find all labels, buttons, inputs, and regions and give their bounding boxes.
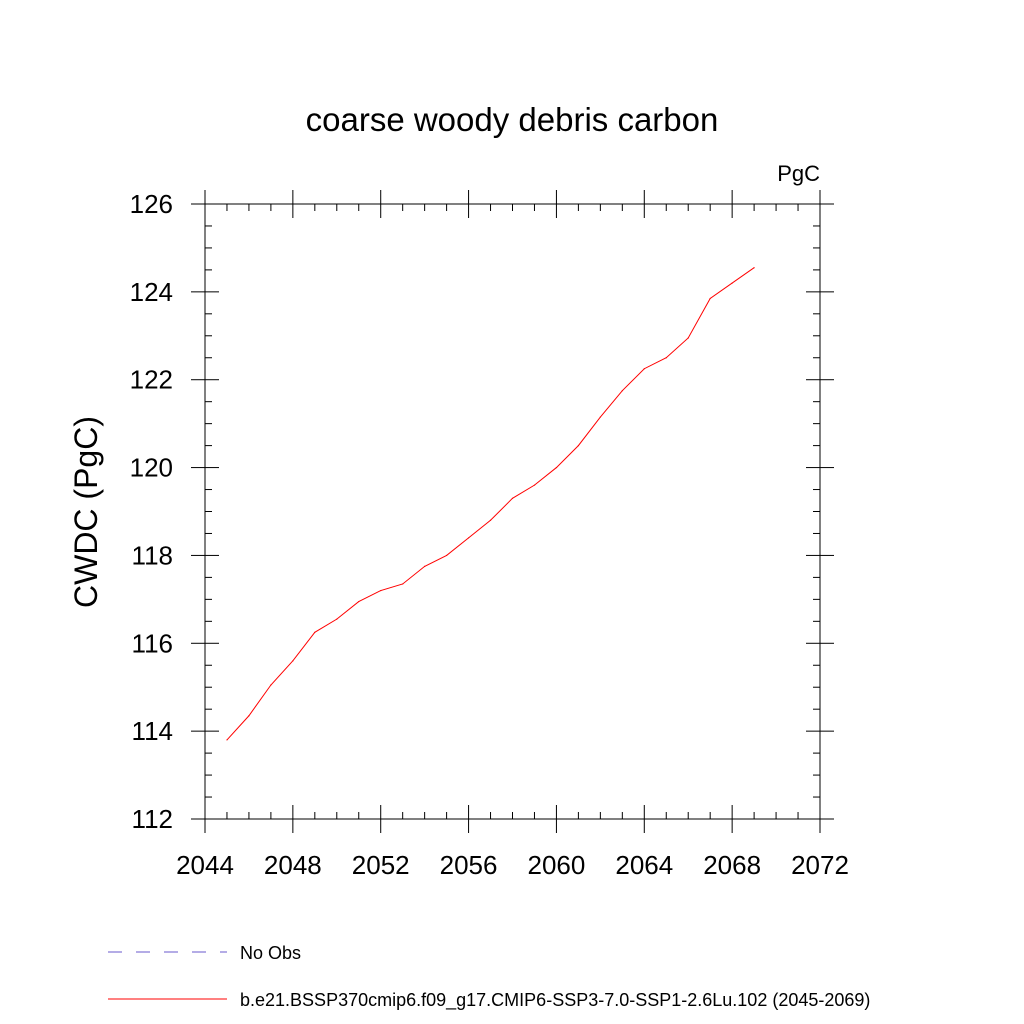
data-point bbox=[446, 554, 448, 557]
y-tick-label: 118 bbox=[132, 540, 173, 570]
plot-frame bbox=[204, 203, 821, 820]
chart-title: coarse woody debris carbon bbox=[306, 101, 719, 138]
y-tick-label: 112 bbox=[132, 804, 173, 834]
y-tick-labels: 112 114 116 118 120 122 124 126 bbox=[130, 189, 173, 834]
series-layer bbox=[226, 267, 755, 741]
data-point bbox=[511, 497, 514, 499]
x-tick-label: 2052 bbox=[352, 850, 410, 880]
data-point bbox=[226, 739, 228, 741]
data-point bbox=[687, 337, 689, 339]
legend-label: No Obs bbox=[240, 943, 301, 963]
data-point bbox=[665, 357, 667, 359]
y-tick-label: 122 bbox=[130, 365, 173, 395]
data-point bbox=[380, 589, 382, 592]
data-point bbox=[314, 631, 316, 633]
data-point bbox=[248, 715, 250, 717]
x-tick-label: 2064 bbox=[615, 850, 673, 880]
x-tick-label: 2072 bbox=[791, 850, 849, 880]
data-point bbox=[709, 297, 711, 300]
data-point bbox=[555, 466, 558, 469]
legend-label: b.e21.BSSP370cmip6.f09_g17.CMIP6-SSP3-7.… bbox=[240, 990, 870, 1011]
data-point bbox=[621, 390, 623, 392]
x-tick-label: 2056 bbox=[440, 850, 498, 880]
y-tick-label: 120 bbox=[130, 453, 173, 483]
data-point bbox=[731, 282, 733, 284]
x-tick-label: 2044 bbox=[176, 850, 234, 880]
series-line bbox=[226, 267, 755, 741]
data-point bbox=[599, 416, 601, 418]
axis-ticks bbox=[191, 190, 834, 833]
data-point bbox=[467, 537, 470, 539]
data-point bbox=[270, 684, 272, 686]
x-tick-labels: 2044 2048 2052 2056 2060 2064 2068 2072 bbox=[176, 850, 849, 880]
y-tick-label: 114 bbox=[132, 716, 173, 746]
legend: No Obs b.e21.BSSP370cmip6.f09_g17.CMIP6-S… bbox=[108, 943, 870, 1011]
data-point bbox=[753, 267, 755, 269]
data-point bbox=[336, 618, 338, 620]
data-point bbox=[292, 660, 294, 662]
y-tick-label: 126 bbox=[130, 189, 173, 219]
data-point bbox=[358, 600, 360, 603]
data-point bbox=[489, 519, 492, 521]
x-tick-label: 2060 bbox=[528, 850, 586, 880]
data-point bbox=[402, 583, 404, 585]
units-label: PgC bbox=[777, 161, 820, 186]
data-point bbox=[424, 565, 426, 568]
y-tick-label: 124 bbox=[130, 277, 173, 307]
y-tick-label: 116 bbox=[132, 628, 173, 658]
y-axis-label: CWDC (PgC) bbox=[68, 416, 104, 608]
data-point bbox=[577, 445, 579, 447]
x-tick-label: 2068 bbox=[703, 850, 761, 880]
x-tick-label: 2048 bbox=[264, 850, 322, 880]
data-point bbox=[533, 484, 536, 486]
data-point bbox=[643, 368, 645, 370]
